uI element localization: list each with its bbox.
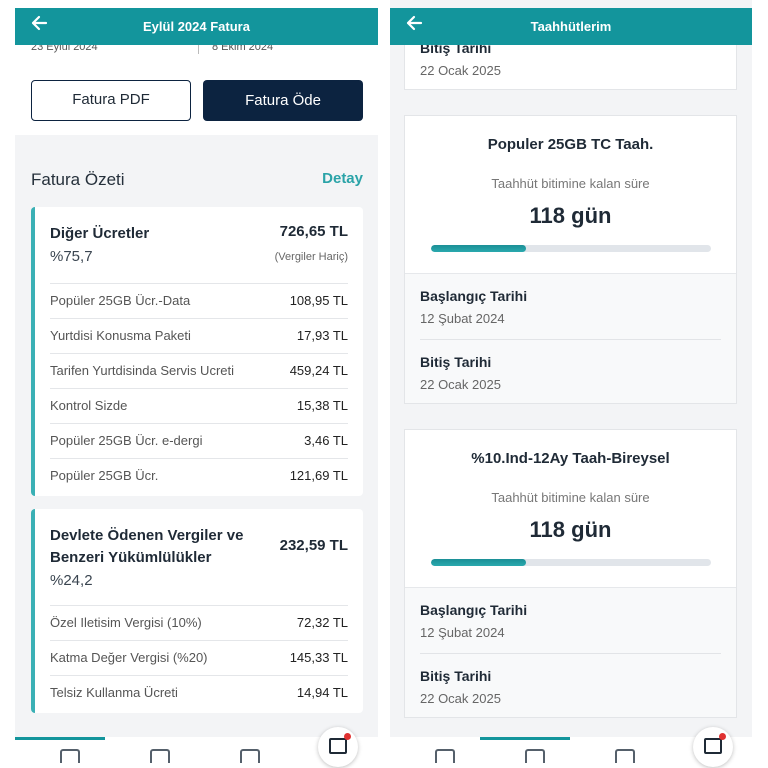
bottom-nav: [390, 737, 752, 768]
item-label: Kontrol Sizde: [50, 398, 128, 413]
item-amount: 108,95 TL: [289, 293, 348, 308]
item-label: Popüler 25GB Ücr.-Data: [50, 293, 191, 308]
nav-icon[interactable]: [60, 749, 80, 763]
divider: [50, 423, 348, 424]
chat-icon: [329, 738, 347, 754]
divider: [420, 653, 721, 654]
item-label: Özel Iletisim Vergisi (10%): [50, 615, 202, 630]
group-note: (Vergiler Hariç): [274, 251, 348, 263]
nav-icon[interactable]: [435, 749, 455, 763]
item-label: Katma Değer Vergisi (%20): [50, 650, 208, 665]
item-label: Popüler 25GB Ücr. e-dergi: [50, 433, 203, 448]
group-percent: %75,7: [50, 248, 93, 265]
commitment-card: %10.Ind-12Ay Taah-Bireysel Taahhüt bitimi…: [404, 429, 737, 718]
summary-card: Devlete Ödenen Vergiler ve Benzeri Yüküm…: [31, 509, 363, 713]
end-date: 22 Ocak 2025: [420, 377, 501, 392]
item-amount: 17,93 TL: [296, 328, 348, 343]
start-date: 12 Şubat 2024: [420, 625, 505, 640]
item-amount: 459,24 TL: [289, 363, 348, 378]
nav-icon[interactable]: [150, 749, 170, 763]
nav-icon[interactable]: [240, 749, 260, 763]
divider: [50, 318, 348, 319]
item-amount: 121,69 TL: [289, 468, 348, 483]
pay-button[interactable]: Fatura Öde: [203, 80, 363, 121]
group-title: Diğer Ücretler: [50, 225, 150, 242]
chat-button[interactable]: [693, 727, 733, 767]
commitment-card: Populer 25GB TC Taah. Taahhüt bitimine ka…: [404, 115, 737, 404]
item-label: Popüler 25GB Ücr.: [50, 468, 159, 483]
chat-icon: [704, 738, 722, 754]
item-amount: 14,94 TL: [296, 685, 348, 700]
summary-card: Diğer Ücretler 726,65 TL %75,7 (Vergiler Ha…: [31, 207, 363, 496]
card-title: Populer 25GB TC Taah.: [487, 136, 654, 153]
start-label: Başlangıç Tarihi: [420, 288, 528, 304]
item-amount: 72,32 TL: [296, 615, 348, 630]
remaining-label: Taahhüt bitimine kalan süre: [491, 490, 650, 505]
dates-section: Başlangıç Tarihi 12 Şubat 2024 Bitiş Tarih…: [405, 587, 736, 717]
divider: [50, 640, 348, 641]
bottom-nav: [15, 737, 378, 768]
group-total: 726,65 TL: [279, 223, 348, 240]
divider: [420, 339, 721, 340]
progress-track: [431, 245, 711, 252]
header: Eylül 2024 Fatura: [15, 8, 378, 45]
back-button[interactable]: [29, 13, 49, 33]
active-tab-indicator: [15, 737, 105, 740]
nav-icon[interactable]: [615, 749, 635, 763]
item-label: Yurtdisi Konusma Paketi: [50, 328, 191, 343]
end-label: Bitiş Tarihi: [420, 668, 492, 684]
start-date: 12 Şubat 2024: [420, 311, 505, 326]
divider: [50, 283, 348, 284]
item-label: Telsiz Kullanma Ücreti: [50, 685, 178, 700]
dates-section: Başlangıç Tarihi 12 Şubat 2024 Bitiş Tarih…: [405, 273, 736, 403]
group-title: Devlete Ödenen Vergiler ve Benzeri Yüküm…: [50, 527, 244, 566]
commitments-screen: Taahhütlerim Bitiş Tarihi 22 Ocak 2025 Popu…: [390, 0, 752, 768]
start-label: Başlangıç Tarihi: [420, 602, 528, 618]
end-date: 22 Ocak 2025: [420, 63, 501, 78]
chat-button[interactable]: [318, 727, 358, 767]
group-total: 232,59 TL: [279, 537, 348, 554]
progress-fill: [431, 559, 527, 566]
item-label: Tarifen Yurtdisinda Servis Ucreti: [50, 363, 235, 378]
progress-track: [431, 559, 711, 566]
detail-link[interactable]: Detay: [322, 170, 363, 187]
notification-dot: [719, 733, 726, 740]
divider: [50, 605, 348, 606]
pdf-button[interactable]: Fatura PDF: [31, 80, 191, 121]
progress-fill: [431, 245, 527, 252]
remaining-value: 118 gün: [529, 203, 612, 228]
remaining-label: Taahhüt bitimine kalan süre: [491, 176, 650, 191]
divider: [50, 388, 348, 389]
remaining-value: 118 gün: [529, 517, 612, 542]
end-date: 22 Ocak 2025: [420, 691, 501, 706]
divider: [50, 353, 348, 354]
item-amount: 145,33 TL: [289, 650, 348, 665]
divider: [50, 458, 348, 459]
date-separator: [198, 42, 199, 54]
notification-dot: [344, 733, 351, 740]
back-button[interactable]: [404, 13, 424, 33]
header: Taahhütlerim: [390, 8, 752, 45]
end-label: Bitiş Tarihi: [420, 354, 492, 370]
group-percent: %24,2: [50, 572, 93, 589]
active-tab-indicator: [480, 737, 570, 740]
nav-icon[interactable]: [525, 749, 545, 763]
item-amount: 3,46 TL: [304, 433, 348, 448]
divider: [50, 675, 348, 676]
summary-title: Fatura Özeti: [31, 170, 125, 189]
card-title: %10.Ind-12Ay Taah-Bireysel: [471, 450, 670, 467]
bill-screen: Eylül 2024 Fatura 23 Eylül 2024 8 Ekim 202…: [15, 0, 378, 768]
item-amount: 15,38 TL: [296, 398, 348, 413]
